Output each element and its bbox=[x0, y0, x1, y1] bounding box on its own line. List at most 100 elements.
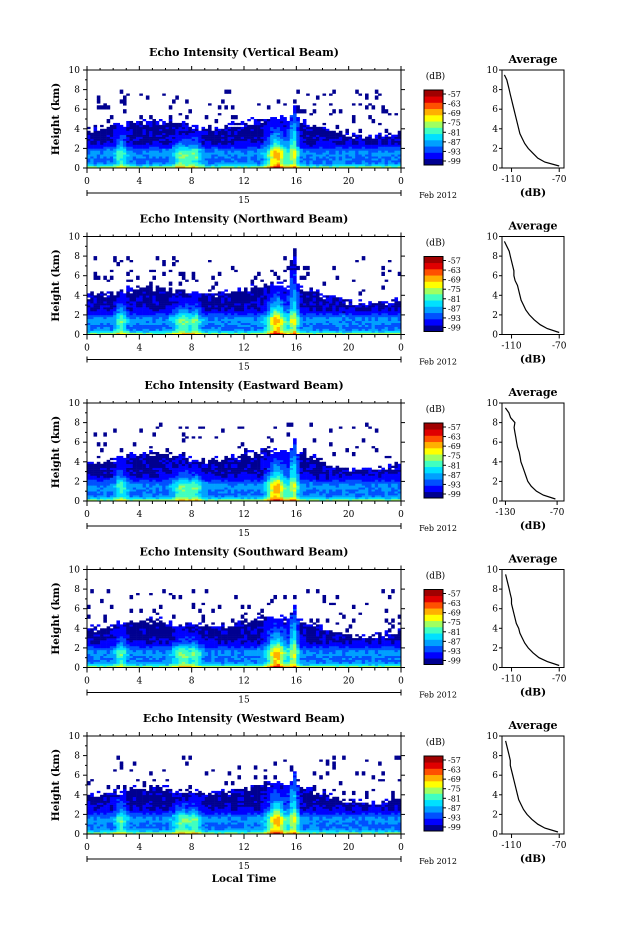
heatmap-cell bbox=[325, 154, 330, 157]
heatmap-cell bbox=[335, 146, 340, 149]
heatmap-cell bbox=[299, 128, 304, 132]
heatmap-cell bbox=[106, 477, 111, 480]
heatmap-cell bbox=[397, 166, 402, 169]
heatmap-cell bbox=[263, 152, 268, 155]
heatmap-cell bbox=[237, 299, 242, 302]
heatmap-cell bbox=[214, 132, 219, 135]
heatmap-cell bbox=[371, 320, 376, 324]
heatmap-cell bbox=[149, 332, 153, 335]
heatmap-cell bbox=[116, 291, 121, 294]
heatmap-cell bbox=[126, 140, 130, 143]
heatmap-cell bbox=[217, 318, 222, 322]
heatmap-cell bbox=[257, 310, 261, 314]
heatmap-cell bbox=[279, 307, 284, 310]
heatmap-cell bbox=[126, 124, 130, 128]
heatmap-cell bbox=[152, 144, 156, 147]
heatmap-cell bbox=[329, 134, 333, 137]
heatmap-cell bbox=[391, 322, 395, 325]
heatmap-cell bbox=[139, 293, 143, 296]
heatmap-cell bbox=[90, 138, 94, 141]
heatmap-cell bbox=[113, 489, 117, 492]
heatmap-cell bbox=[391, 310, 395, 314]
heatmap-cell bbox=[198, 320, 202, 324]
heatmap-cell bbox=[266, 299, 271, 302]
heatmap-cell bbox=[93, 273, 98, 276]
heatmap-cell bbox=[250, 124, 255, 128]
heatmap-cell bbox=[378, 301, 382, 304]
heatmap-cell bbox=[113, 132, 117, 135]
heatmap-cell bbox=[90, 293, 94, 296]
heatmap-cell bbox=[253, 310, 258, 314]
heatmap-cell bbox=[351, 305, 356, 308]
heatmap-cell bbox=[244, 332, 248, 335]
heatmap-cell bbox=[214, 332, 219, 335]
panel-eastward: Echo Intensity (Eastward Beam)0246810Hei… bbox=[50, 379, 565, 539]
heatmap-cell bbox=[162, 126, 166, 130]
heatmap-cell bbox=[394, 152, 399, 155]
heatmap-cell bbox=[237, 287, 242, 290]
heatmap-cell bbox=[96, 152, 101, 155]
heatmap-cell bbox=[126, 297, 130, 300]
heatmap-cell bbox=[208, 307, 212, 310]
heatmap-cell bbox=[185, 320, 189, 324]
heatmap-cell bbox=[87, 126, 91, 130]
heatmap-cell bbox=[293, 305, 297, 308]
heatmap-cell bbox=[355, 150, 359, 153]
heatmap-cell bbox=[90, 316, 94, 320]
heatmap-cell bbox=[266, 128, 271, 132]
heatmap-cell bbox=[194, 324, 199, 327]
heatmap-cell bbox=[289, 285, 294, 288]
heatmap-cell bbox=[234, 152, 238, 155]
heatmap-cell bbox=[315, 132, 320, 135]
heatmap-cell bbox=[319, 136, 323, 139]
heatmap-cell bbox=[276, 322, 281, 325]
heatmap-cell bbox=[361, 158, 366, 161]
heatmap-cell bbox=[119, 312, 124, 316]
heatmap-cell bbox=[165, 303, 170, 306]
x-tick-label: 20 bbox=[343, 344, 355, 354]
heatmap-cell bbox=[191, 152, 196, 155]
heatmap-cell bbox=[240, 320, 245, 324]
heatmap-cell bbox=[181, 275, 186, 278]
heatmap-cell bbox=[142, 144, 147, 147]
heatmap-cell bbox=[247, 310, 251, 314]
heatmap-cell bbox=[279, 134, 284, 137]
day-label: 15 bbox=[238, 363, 250, 373]
heatmap-cell bbox=[126, 258, 130, 261]
heatmap-cell bbox=[129, 150, 134, 153]
heatmap-cell bbox=[247, 119, 251, 122]
heatmap-cell bbox=[286, 150, 291, 153]
heatmap-cell bbox=[302, 297, 307, 300]
heatmap-cell bbox=[87, 134, 91, 137]
heatmap-cell bbox=[279, 299, 284, 302]
heatmap-cell bbox=[224, 134, 228, 137]
heatmap-cell bbox=[325, 152, 330, 155]
heatmap-cell bbox=[329, 312, 333, 316]
heatmap-cell bbox=[289, 297, 294, 300]
heatmap-cell bbox=[93, 258, 98, 261]
heatmap-cell bbox=[345, 166, 349, 169]
heatmap-cell bbox=[289, 122, 294, 126]
heatmap-cell bbox=[335, 277, 340, 280]
heatmap-cell bbox=[332, 309, 336, 312]
heatmap-cell bbox=[103, 442, 107, 445]
heatmap-cell bbox=[132, 148, 137, 151]
heatmap-cell bbox=[394, 301, 399, 304]
heatmap-cell bbox=[93, 471, 98, 474]
heatmap-cell bbox=[178, 124, 183, 128]
heatmap-cell bbox=[397, 318, 402, 322]
heatmap-cell bbox=[312, 148, 317, 151]
heatmap-cell bbox=[142, 142, 147, 145]
heatmap-cell bbox=[368, 148, 372, 151]
heatmap-cell bbox=[240, 307, 245, 310]
average-x-tick-label: -110 bbox=[501, 342, 521, 352]
heatmap-cell bbox=[329, 166, 333, 169]
heatmap-cell bbox=[283, 128, 287, 132]
heatmap-cell bbox=[155, 305, 160, 308]
heatmap-cell bbox=[299, 156, 304, 159]
heatmap-cell bbox=[266, 105, 271, 108]
heatmap-cell bbox=[348, 328, 353, 331]
heatmap-cell bbox=[335, 140, 340, 143]
heatmap-cell bbox=[188, 324, 192, 327]
heatmap-cell bbox=[214, 158, 219, 161]
